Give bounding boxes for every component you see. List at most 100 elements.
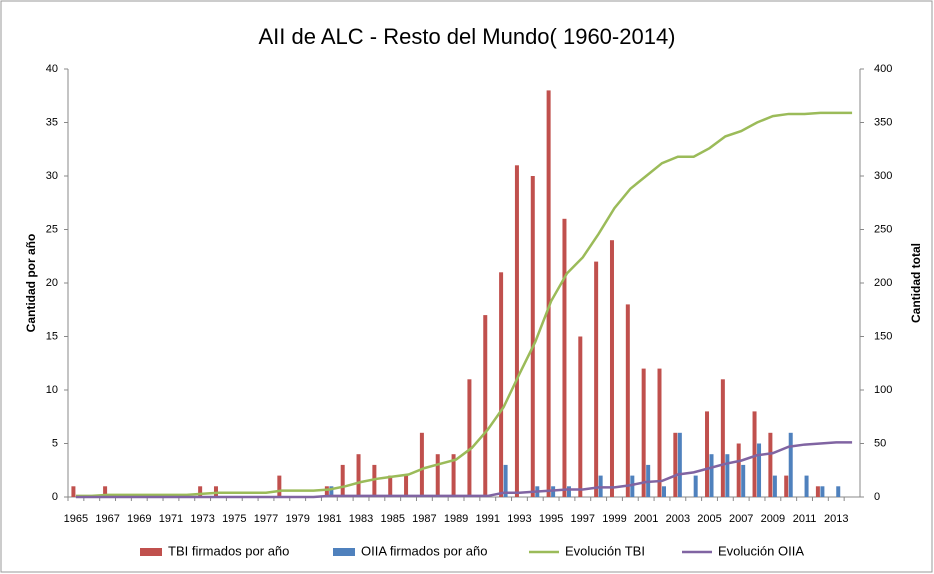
bar — [657, 368, 662, 497]
bar — [562, 218, 567, 498]
x-tick-label: 1971 — [159, 513, 183, 525]
bar — [677, 432, 682, 497]
bar — [71, 486, 76, 497]
bar — [625, 304, 630, 497]
bar — [435, 454, 440, 497]
legend-label: Evolución OIIA — [718, 543, 804, 558]
bar — [609, 240, 614, 497]
legend-label: Evolución TBI — [565, 543, 645, 558]
y2-tick-label: 250 — [874, 223, 892, 235]
x-tick-label: 2001 — [634, 513, 658, 525]
bar — [404, 475, 409, 497]
y-tick-label: 25 — [46, 223, 58, 235]
y-tick-label: 35 — [46, 116, 58, 128]
bar — [578, 336, 583, 497]
bar — [198, 486, 203, 497]
y-tick-label: 40 — [46, 63, 58, 75]
bar — [641, 368, 646, 497]
bar — [720, 379, 725, 497]
x-tick-label: 1969 — [127, 513, 151, 525]
bar — [503, 464, 508, 497]
y2-tick-label: 100 — [874, 384, 892, 396]
x-tick-label: 1985 — [380, 513, 404, 525]
y-tick-label: 15 — [46, 330, 58, 342]
bar — [673, 432, 678, 497]
bar — [804, 475, 809, 497]
x-tick-label: 1965 — [64, 513, 88, 525]
bar — [324, 486, 329, 497]
chart-title: AII de ALC - Resto del Mundo( 1960-2014) — [258, 24, 675, 49]
bar — [815, 486, 820, 497]
bar — [356, 454, 361, 497]
bar — [451, 454, 456, 497]
x-tick-label: 1999 — [602, 513, 626, 525]
bar — [530, 176, 535, 497]
y2-tick-label: 350 — [874, 116, 892, 128]
bar — [566, 486, 571, 497]
x-tick-label: 1993 — [507, 513, 531, 525]
line-series — [75, 441, 853, 499]
line-series — [75, 111, 853, 498]
bar — [709, 454, 714, 497]
bar — [768, 432, 773, 497]
x-tick-label: 2005 — [697, 513, 721, 525]
bar — [836, 486, 841, 497]
x-tick-label: 1995 — [539, 513, 563, 525]
bar — [388, 475, 393, 497]
x-tick-label: 2013 — [824, 513, 848, 525]
bar — [514, 165, 519, 498]
bar — [705, 411, 710, 497]
y2-tick-label: 0 — [874, 491, 880, 503]
bar — [340, 464, 345, 497]
x-tick-label: 1967 — [95, 513, 119, 525]
bar — [741, 464, 746, 497]
bar — [546, 90, 551, 498]
x-tick-label: 1977 — [254, 513, 278, 525]
x-tick-label: 1991 — [476, 513, 500, 525]
bar — [662, 486, 666, 497]
bar — [630, 475, 635, 497]
legend-swatch — [333, 548, 355, 556]
y2-tick-label: 300 — [874, 170, 892, 182]
legend-label: TBI firmados por año — [168, 543, 289, 558]
x-tick-label: 1987 — [412, 513, 436, 525]
bar — [725, 454, 730, 497]
bar — [467, 379, 472, 497]
x-tick-label: 2011 — [793, 513, 817, 525]
bar — [419, 432, 424, 497]
y-tick-label: 30 — [46, 170, 58, 182]
legend-swatch — [140, 548, 162, 556]
bar — [594, 261, 599, 497]
y2-tick-label: 400 — [874, 63, 892, 75]
bar — [736, 443, 741, 497]
bar — [499, 272, 504, 497]
y-tick-label: 20 — [46, 277, 58, 289]
bar — [483, 315, 488, 497]
x-tick-label: 2003 — [666, 513, 690, 525]
x-tick-label: 1997 — [571, 513, 595, 525]
bar — [784, 475, 789, 497]
bar — [752, 411, 757, 497]
x-tick-label: 2009 — [761, 513, 785, 525]
y2-tick-label: 200 — [874, 277, 892, 289]
y2-tick-label: 50 — [874, 437, 886, 449]
bar — [757, 443, 762, 497]
bar — [329, 486, 334, 497]
x-tick-label: 1973 — [190, 513, 214, 525]
y2-tick-label: 150 — [874, 330, 892, 342]
bar — [693, 475, 698, 497]
bar — [820, 486, 825, 497]
y-axis-label: Cantidad por año — [24, 234, 38, 333]
x-tick-label: 1981 — [317, 513, 341, 525]
bar — [103, 486, 108, 497]
bar — [372, 464, 377, 497]
bar — [788, 432, 793, 497]
bar — [772, 475, 777, 497]
x-tick-label: 2007 — [729, 513, 753, 525]
y-tick-label: 0 — [52, 491, 58, 503]
x-tick-label: 1983 — [349, 513, 373, 525]
x-tick-label: 1975 — [222, 513, 246, 525]
x-tick-label: 1989 — [444, 513, 468, 525]
y2-axis-label: Cantidad total — [909, 243, 923, 323]
